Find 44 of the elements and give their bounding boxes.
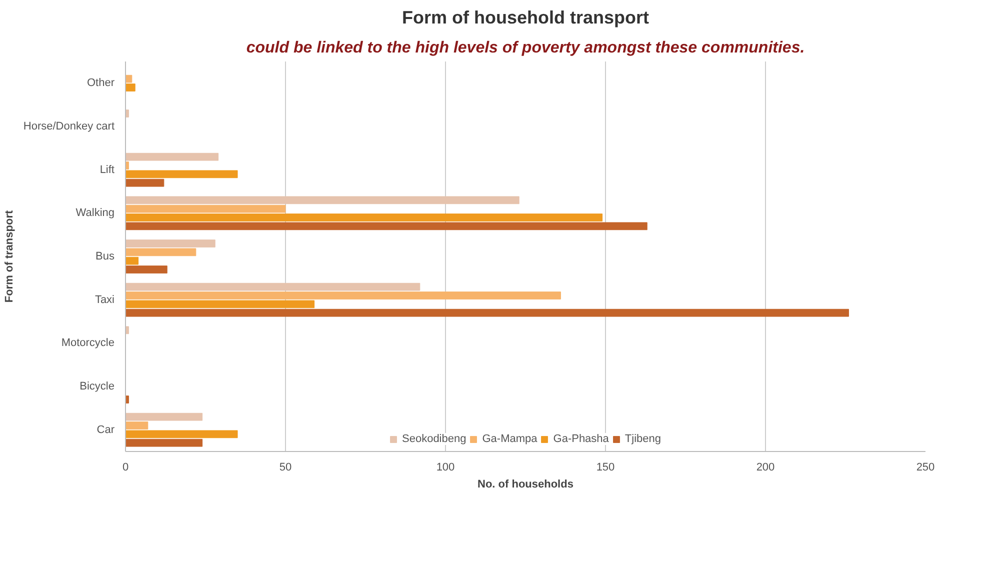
legend-label: Seokodibeng: [402, 433, 466, 445]
y-tick-label: Motorcycle: [61, 337, 115, 350]
y-tick-label: Car: [96, 424, 115, 436]
bar: [126, 240, 216, 248]
x-axis-title: No. of households: [478, 478, 574, 490]
bar: [126, 196, 520, 204]
x-tick-label: 250: [916, 462, 935, 474]
y-tick-label: Other: [86, 77, 115, 90]
x-tick-label: 150: [596, 462, 615, 474]
x-tick-label: 50: [279, 462, 292, 474]
chart-title: Form of household transport: [402, 8, 650, 28]
legend-label: Ga-Phasha: [553, 433, 609, 445]
bar: [126, 282, 420, 291]
text: could be linked to the high levels of poverty amongst these communities.: [246, 40, 805, 56]
x-tick-label: 100: [436, 462, 455, 474]
y-tick-label: Walking: [76, 207, 115, 220]
bar: [126, 178, 164, 187]
legend-label: Tjibeng: [624, 433, 661, 445]
bar: [126, 256, 139, 265]
legend-label: Ga-Mampa: [482, 433, 538, 445]
y-axis-title: Form of transport: [3, 210, 16, 303]
bar: [126, 152, 219, 161]
x-tick-label: 0: [122, 462, 129, 474]
bar: [126, 84, 136, 92]
bar: [126, 204, 286, 213]
y-tick-label: Lift: [100, 164, 115, 176]
y-tick-label: Bus: [96, 250, 115, 262]
x-tick-label: 200: [756, 462, 775, 474]
bar: [126, 300, 315, 308]
y-tick-label: Horse/Donkey cart: [23, 120, 115, 132]
bar: [126, 308, 849, 317]
bar: [126, 422, 148, 430]
y-tick-label: Bicycle: [80, 380, 114, 392]
bar: [126, 430, 238, 438]
bar: [126, 170, 238, 178]
bar: [126, 248, 196, 256]
bar: [126, 266, 168, 274]
bar: [126, 412, 203, 421]
bar: [126, 438, 203, 447]
bar: [126, 222, 648, 230]
bar: [126, 214, 603, 222]
bar: [126, 74, 132, 83]
bar: [126, 292, 561, 300]
y-tick-label: Taxi: [94, 294, 114, 306]
